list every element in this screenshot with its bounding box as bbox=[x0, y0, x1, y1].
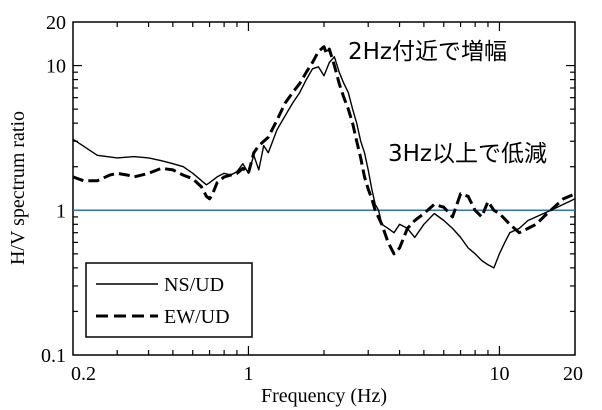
y-tick-label: 10 bbox=[46, 56, 66, 78]
x-tick-label: 20 bbox=[563, 363, 583, 385]
x-axis-label: Frequency (Hz) bbox=[261, 385, 387, 407]
annotation-reduction: 3Hz以上で低減 bbox=[388, 141, 547, 167]
annotation-amplification: 2Hz付近で増幅 bbox=[348, 39, 507, 65]
legend-label-ns-ud: NS/UD bbox=[164, 274, 224, 296]
y-tick-label: 0.1 bbox=[41, 345, 66, 367]
y-tick-label: 1 bbox=[56, 200, 66, 222]
series-line-ew-ud bbox=[72, 45, 576, 256]
legend: NS/UD EW/UD bbox=[85, 262, 253, 338]
x-tick-label: 0.2 bbox=[71, 363, 96, 385]
legend-label-ew-ud: EW/UD bbox=[164, 306, 230, 328]
x-tick-label: 1 bbox=[243, 363, 253, 385]
ticks-layer: 0.2 1 10 20 0.1 1 10 20 bbox=[41, 12, 583, 385]
x-tick-label: 10 bbox=[489, 363, 509, 385]
legend-box bbox=[85, 262, 253, 338]
series-line-ns-ud bbox=[72, 56, 576, 269]
y-tick-label: 20 bbox=[46, 12, 66, 34]
series-layer bbox=[72, 45, 576, 269]
y-axis-label: H/V spectrum ratio bbox=[7, 111, 29, 265]
